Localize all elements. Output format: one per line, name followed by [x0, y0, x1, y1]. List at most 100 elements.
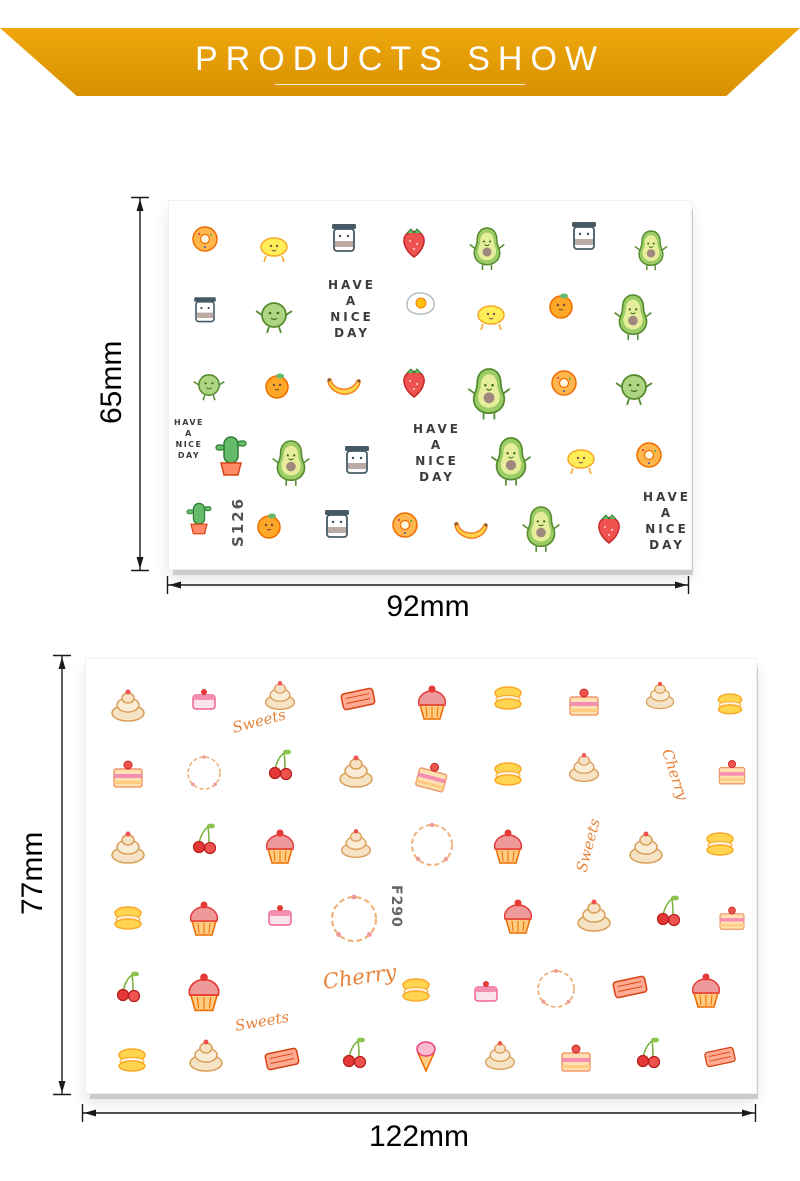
fried-egg-icon [406, 292, 435, 315]
avocado-icon [490, 437, 532, 487]
phrase-line: NICE [415, 454, 459, 468]
cherries-icon [268, 748, 293, 781]
macaron-icon [118, 1048, 146, 1072]
banner-title: PRODUCTS SHOW [195, 39, 605, 78]
orange-icon [257, 512, 281, 539]
products-show-banner: PRODUCTS SHOW [0, 28, 800, 96]
cupcake-icon [265, 828, 295, 864]
cactus-icon [186, 502, 212, 535]
coffee-cup-icon [571, 221, 597, 250]
macaron-icon [706, 832, 734, 856]
strawberry-icon [598, 514, 620, 544]
cake-slice-icon [414, 759, 450, 793]
phrase-line: DAY [334, 326, 370, 340]
strawberry-icon [403, 368, 425, 398]
cupcake-icon [493, 828, 523, 864]
banner-underline [275, 83, 525, 85]
phrase-line: DAY [178, 451, 200, 460]
banner-text-wrap: PRODUCTS SHOW [195, 40, 605, 85]
product-code-s126: S126 [229, 497, 247, 547]
cream-swirl-icon [484, 1040, 516, 1071]
avocado-icon [467, 368, 511, 421]
ice-cream-icon [416, 1041, 436, 1072]
width-label-sheet2: 122mm [368, 1120, 470, 1153]
wafer-icon [611, 975, 649, 999]
macaron-icon [494, 762, 522, 786]
avocado-icon [613, 294, 653, 341]
donut-icon [551, 370, 577, 396]
sticker-sheet-fruits: HAVE A NICE DAY HAVE A NICE DAY HAVE A N… [168, 200, 692, 570]
orange-icon [549, 292, 573, 319]
wafer-icon [339, 687, 377, 711]
cake-slice-icon [718, 759, 746, 785]
coffee-cup-icon [331, 223, 357, 252]
phrase-line: NICE [645, 522, 689, 536]
width-label-sheet1: 92mm [386, 590, 470, 623]
height-dimension-sheet1 [131, 196, 149, 572]
cupcake-icon [503, 898, 533, 934]
macaron-icon [114, 906, 142, 930]
cream-swirl-icon [339, 754, 373, 788]
coffee-cup-icon [324, 509, 350, 538]
donut-icon [636, 442, 662, 468]
cherry-script-text: Cherry [658, 747, 692, 803]
mini-cake-icon [474, 980, 498, 1002]
sticker-sheet-sweets: Sweets Cherry Sweets Cherry Sweets F290 [85, 658, 757, 1094]
phrase-line: HAVE [643, 490, 691, 504]
cupcake-icon [189, 900, 219, 936]
have-a-nice-day-text: HAVE A NICE DAY [413, 422, 461, 484]
wreath-frame-icon [330, 893, 378, 943]
phrase-line: NICE [330, 310, 374, 324]
donut-icon [392, 512, 418, 538]
wreath-frame-icon [411, 821, 453, 866]
mini-cake-icon [268, 904, 292, 926]
cherries-icon [636, 1036, 661, 1069]
lemon-icon [567, 449, 595, 475]
orange-icon [265, 372, 289, 399]
width-dimension-sheet2 [81, 1104, 757, 1122]
banana-icon [453, 521, 489, 539]
lime-icon [255, 302, 293, 334]
phrase-line: NICE [175, 440, 202, 449]
height-label-sheet1: 65mm [95, 340, 128, 424]
have-a-nice-day-text: HAVE A NICE DAY [328, 278, 374, 340]
cake-slice-icon [719, 906, 745, 930]
height-dimension-sheet2 [53, 654, 71, 1096]
sweets-script-text: Sweets [230, 705, 288, 737]
banana-icon [326, 377, 362, 395]
donut-icon [192, 226, 218, 252]
macaron-icon [717, 693, 743, 715]
avocado-icon [469, 227, 505, 271]
sweets-script-text: Sweets [234, 1008, 291, 1035]
avocado-icon [271, 440, 311, 487]
cream-swirl-icon [189, 1038, 223, 1072]
width-dimension-sheet1 [166, 576, 690, 594]
product-code-f290: F290 [388, 885, 404, 928]
cream-swirl-icon [577, 898, 611, 932]
avocado-icon [521, 506, 561, 553]
cream-swirl-icon [645, 681, 675, 710]
cactus-icon [215, 436, 247, 476]
coffee-cup-icon [344, 445, 370, 474]
avocado-icon [634, 230, 668, 271]
cake-slice-icon [113, 760, 143, 788]
lime-icon [615, 374, 653, 406]
height-label-sheet2: 77mm [16, 831, 49, 915]
wafer-icon [703, 1046, 737, 1068]
cherries-icon [656, 894, 681, 927]
phrase-line: HAVE [174, 418, 204, 427]
lime-icon [192, 374, 226, 402]
phrase-line: HAVE [413, 422, 461, 436]
phrase-line: A [346, 294, 358, 308]
lemon-icon [260, 237, 288, 263]
sweets-script-text: Sweets [572, 816, 604, 874]
coffee-cup-icon [193, 296, 217, 323]
phrase-line: A [661, 506, 673, 520]
lemon-icon [477, 305, 505, 331]
cream-swirl-icon [568, 752, 600, 783]
wreath-frame-icon [537, 968, 575, 1008]
cupcake-icon [188, 972, 220, 1012]
strawberry-icon [403, 228, 425, 258]
have-a-nice-day-text: HAVE A NICE DAY [643, 490, 691, 552]
